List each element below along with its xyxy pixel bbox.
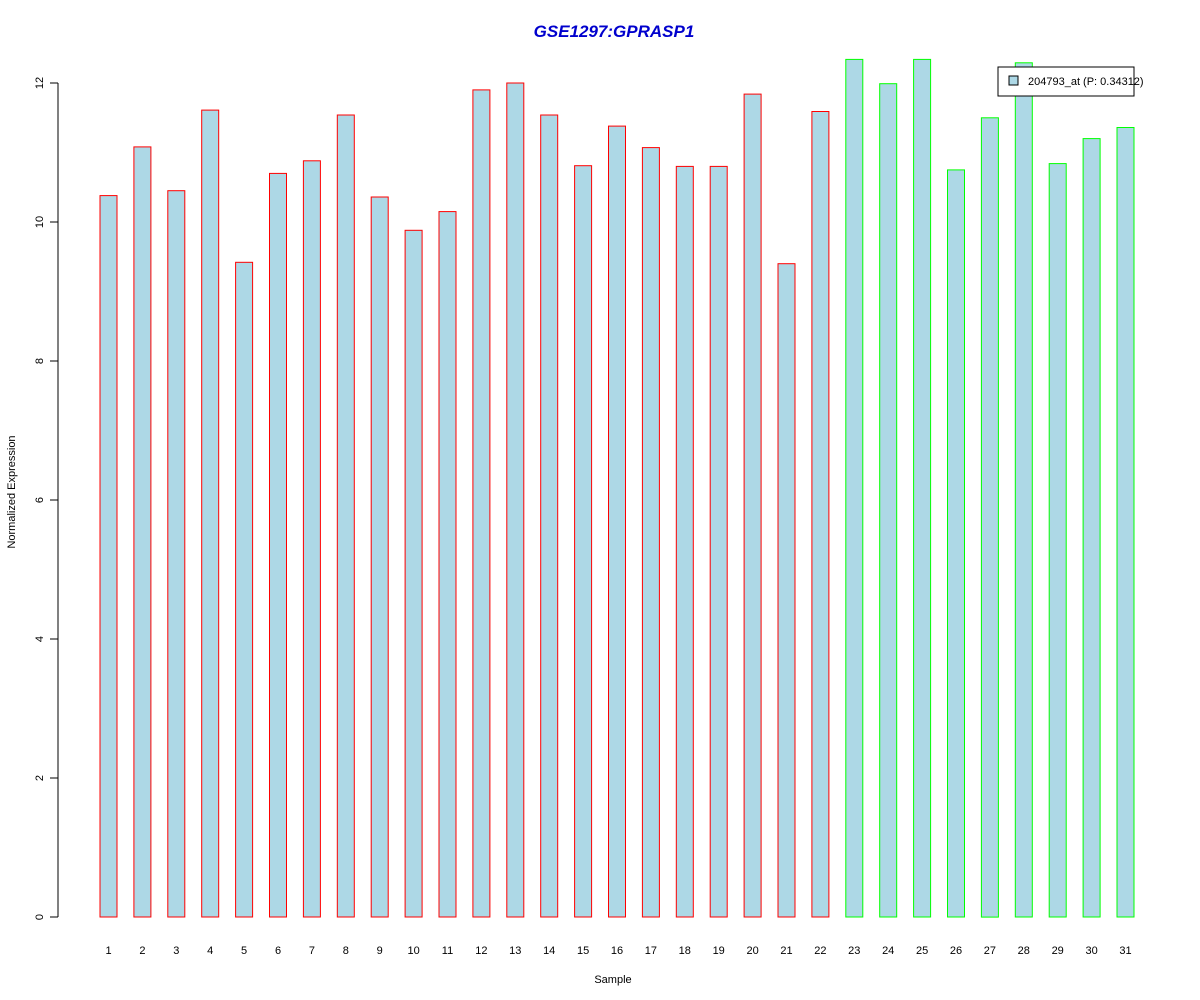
bar-sample-26 (947, 169, 965, 918)
legend-swatch (1008, 75, 1019, 86)
x-tick-label: 19 (713, 945, 725, 957)
bar-sample-22 (811, 111, 830, 918)
bar-sample-29 (1048, 163, 1067, 918)
bars (99, 58, 1135, 918)
bar-sample-27 (980, 117, 999, 918)
bar-sample-11 (438, 211, 457, 918)
bar-sample-31 (1116, 127, 1135, 918)
bar-sample-1 (99, 195, 118, 918)
bar-sample-16 (608, 125, 626, 918)
bar-sample-20 (743, 93, 762, 918)
bar-sample-24 (879, 83, 898, 918)
x-tick-label: 13 (509, 945, 521, 957)
y-tick-label: 6 (34, 497, 46, 503)
x-tick-label: 15 (577, 945, 589, 957)
x-tick-label: 16 (611, 945, 623, 957)
bar-sample-28 (1014, 62, 1033, 918)
bar-sample-7 (302, 160, 321, 918)
bar-sample-19 (709, 165, 728, 918)
x-tick-labels: 1 2 3 4 5 6 7 8 9 10 11 12 13 14 15 16 17 18 19 20 21 22 23 24 2… (105, 945, 1131, 957)
x-tick-label: 28 (1018, 945, 1030, 957)
x-tick-label: 24 (882, 945, 894, 957)
bar-sample-13 (506, 82, 525, 918)
x-tick-label: 29 (1052, 945, 1064, 957)
x-tick-label: 31 (1119, 945, 1131, 957)
x-axis-label: Sample (594, 974, 631, 986)
x-tick-label: 5 (241, 945, 247, 957)
x-tick-label: 2 (139, 945, 145, 957)
x-tick-label: 18 (679, 945, 691, 957)
bar-sample-15 (574, 165, 593, 918)
y-tick-label: 4 (34, 636, 46, 642)
bar-sample-14 (540, 114, 559, 918)
x-tick-label: 27 (984, 945, 996, 957)
bar-sample-25 (913, 58, 932, 918)
x-tick-label: 17 (645, 945, 657, 957)
bar-sample-9 (370, 196, 389, 918)
x-tick-label: 11 (442, 945, 453, 957)
x-tick-label: 1 (105, 945, 111, 957)
x-tick-label: 14 (543, 945, 555, 957)
bar-sample-2 (133, 146, 152, 918)
bar-sample-4 (201, 109, 220, 918)
bar-sample-23 (845, 58, 864, 918)
x-tick-label: 23 (848, 945, 860, 957)
x-tick-label: 21 (780, 945, 792, 957)
y-tick-label: 8 (34, 358, 46, 364)
x-tick-label: 9 (377, 945, 383, 957)
x-tick-label: 26 (950, 945, 962, 957)
bar-sample-3 (167, 190, 186, 918)
bar-sample-17 (641, 147, 660, 918)
x-tick-label: 30 (1085, 945, 1097, 957)
bar-sample-10 (404, 229, 423, 918)
legend-box (997, 66, 1135, 97)
x-tick-label: 4 (207, 945, 213, 957)
y-axis: 0 2 4 6 8 10 12 (34, 77, 59, 920)
bar-sample-18 (675, 165, 694, 918)
legend: 204793_at (P: 0.34312) (997, 66, 1144, 97)
x-tick-label: 20 (746, 945, 758, 957)
x-tick-label: 8 (343, 945, 349, 957)
x-tick-label: 3 (173, 945, 179, 957)
bar-sample-5 (235, 261, 254, 918)
x-tick-label: 6 (275, 945, 281, 957)
bar-sample-6 (269, 172, 287, 918)
y-tick-label: 0 (34, 914, 46, 920)
x-tick-label: 10 (407, 945, 419, 957)
x-tick-label: 7 (309, 945, 315, 957)
chart-title: GSE1297:GPRASP1 (534, 22, 695, 41)
x-tick-label: 22 (814, 945, 826, 957)
y-tick-label: 12 (34, 77, 46, 89)
x-tick-label: 12 (475, 945, 487, 957)
y-tick-label: 10 (34, 216, 46, 228)
bar-sample-30 (1082, 138, 1101, 918)
bar-sample-21 (777, 263, 796, 918)
bar-sample-8 (336, 114, 355, 918)
y-tick-label: 2 (34, 775, 46, 781)
legend-label: 204793_at (P: 0.34312) (1028, 76, 1144, 88)
x-tick-label: 25 (916, 945, 928, 957)
bar-sample-12 (472, 89, 491, 918)
y-axis-label: Normalized Expression (6, 435, 18, 548)
